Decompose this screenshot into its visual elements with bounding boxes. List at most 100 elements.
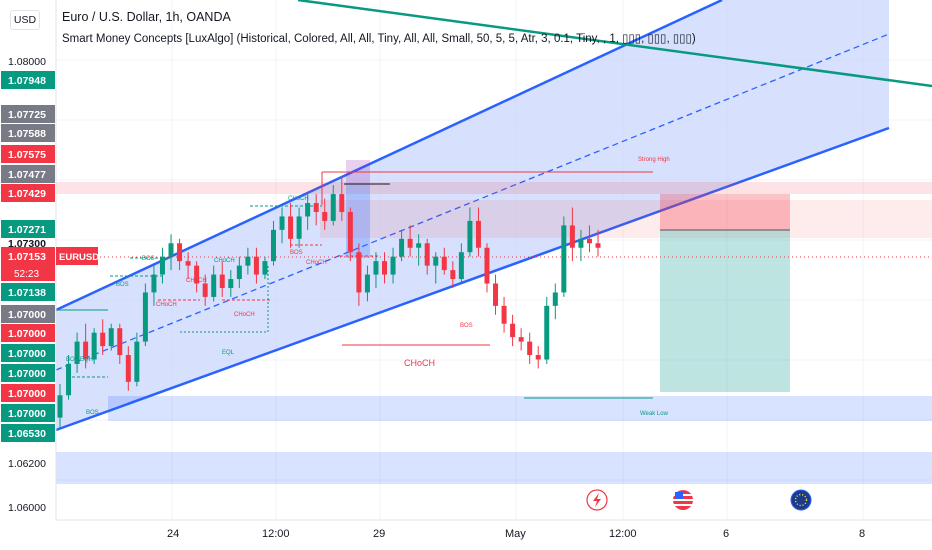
price-tag-bg xyxy=(1,283,55,301)
price-tag-bg xyxy=(1,344,55,362)
price-tag-bg xyxy=(1,404,55,422)
structure-label: BOS xyxy=(142,256,155,262)
candle xyxy=(313,203,319,212)
x-tick-label: 12:00 xyxy=(262,528,290,540)
price-tag-bg xyxy=(1,145,55,163)
candle xyxy=(382,261,388,275)
price-tag-label: 1.07000 xyxy=(8,309,46,321)
x-tick-label: 8 xyxy=(859,528,865,540)
candle xyxy=(117,328,123,356)
structure-label: BOS xyxy=(460,323,473,329)
x-tick-label: 24 xyxy=(167,528,179,540)
event-icons[interactable] xyxy=(586,489,812,511)
candle xyxy=(467,220,473,253)
short-position-stop xyxy=(660,194,790,230)
price-tag-bg xyxy=(1,71,55,89)
structure-label: Strong High xyxy=(638,157,670,163)
structure-label: CHoCH xyxy=(214,258,235,264)
candle xyxy=(83,341,89,360)
candle xyxy=(100,332,106,347)
supply-zone xyxy=(56,182,932,194)
y-tick-label: 1.06200 xyxy=(8,458,46,470)
countdown-label: 52:23 xyxy=(14,269,39,280)
x-tick-label: May xyxy=(505,528,526,540)
candle xyxy=(211,274,217,297)
candle xyxy=(433,256,439,266)
eu-flag-icon[interactable] xyxy=(790,489,812,511)
channel-lower-line[interactable] xyxy=(55,126,890,432)
structure-lines xyxy=(56,171,653,399)
candle xyxy=(535,355,541,360)
time-axis[interactable]: 24 12:00 29 May 12:00 6 8 xyxy=(56,519,932,540)
short-position-target xyxy=(660,230,790,392)
x-tick-label: 6 xyxy=(723,528,729,540)
candle xyxy=(527,341,533,356)
candle xyxy=(578,238,584,248)
price-tag-bg xyxy=(1,324,55,342)
candle xyxy=(552,292,558,306)
candle xyxy=(561,225,567,293)
candle xyxy=(91,332,97,360)
candle xyxy=(262,261,268,275)
lower-demand-zone xyxy=(56,452,932,484)
candle xyxy=(356,252,362,293)
structure-label: CHoCH xyxy=(186,278,207,284)
currency-button[interactable]: USD xyxy=(10,10,40,30)
structure-label: CHoCH xyxy=(234,312,255,318)
x-tick-label: 29 xyxy=(373,528,385,540)
candle xyxy=(424,243,430,266)
structure-label: BOS xyxy=(290,250,303,256)
candle xyxy=(416,243,422,248)
candle xyxy=(305,203,311,217)
candle xyxy=(245,256,251,266)
price-tag-label: 1.07000 xyxy=(8,348,46,360)
price-tag-label: 1.07138 xyxy=(8,287,46,299)
candle xyxy=(66,363,72,396)
candle xyxy=(159,256,165,275)
structure-label: BOS xyxy=(66,357,79,363)
price-tag-bg xyxy=(1,364,55,382)
price-tag-bg xyxy=(1,424,55,442)
candle xyxy=(151,274,157,293)
candle xyxy=(484,247,490,284)
structure-label: BOS xyxy=(116,282,129,288)
candle xyxy=(399,238,405,257)
candle xyxy=(219,274,225,288)
candle xyxy=(330,194,336,221)
price-tag-label: 1.07588 xyxy=(8,128,46,140)
price-tag-label: 1.07153 xyxy=(8,251,46,263)
structure-label: EQH xyxy=(80,357,93,363)
candle xyxy=(185,261,191,266)
demand-zone xyxy=(108,396,932,421)
candle xyxy=(569,225,575,248)
price-tag-label: 1.07000 xyxy=(8,368,46,380)
structure-label: Weak Low xyxy=(640,411,669,417)
teal-trendline[interactable] xyxy=(297,0,932,88)
price-tag-label: 1.07000 xyxy=(8,328,46,340)
candle xyxy=(364,274,370,293)
structure-label: CHoCH xyxy=(306,260,327,266)
structure-label-group: BOS BOS CHoCH CHoCH CHoCH CHoCH CHoCH BO… xyxy=(66,157,670,417)
structure-label: BOS xyxy=(86,410,99,416)
price-tags: 1.07948 1.07725 1.07588 1.07575 1.07477 1.074… xyxy=(1,71,99,442)
y-tick-label: 1.08000 xyxy=(8,56,46,68)
price-tag-bg xyxy=(1,165,55,183)
candle xyxy=(510,323,516,338)
candle xyxy=(142,292,148,342)
price-tag-label: 1.07271 xyxy=(8,224,46,236)
candle xyxy=(373,261,379,275)
price-axis[interactable]: 1.08000 1.06200 1.06000 xyxy=(0,0,57,520)
price-tag-label: 1.07948 xyxy=(8,75,46,87)
candle xyxy=(441,256,447,271)
candle xyxy=(279,216,285,230)
candle xyxy=(108,328,114,347)
symbol-tag-bg xyxy=(56,247,98,265)
price-tag-bg xyxy=(1,124,55,142)
ascending-channel xyxy=(56,0,889,430)
candle xyxy=(228,279,234,288)
candle xyxy=(475,220,481,248)
indicator-legend[interactable]: Smart Money Concepts [LuxAlgo] (Historic… xyxy=(62,33,696,45)
price-tag-label: 1.06530 xyxy=(8,428,46,440)
candle xyxy=(450,270,456,280)
